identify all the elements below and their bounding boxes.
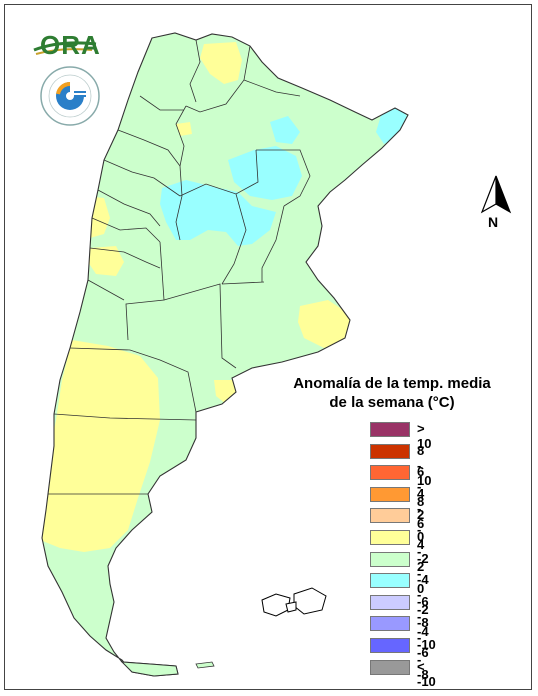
tierra-del-fuego: [120, 661, 179, 677]
legend-label: -2 - 0: [417, 550, 429, 596]
legend-swatch: [370, 573, 410, 589]
islas-malvinas: [261, 587, 327, 617]
legend-swatch: [370, 637, 410, 653]
legend-swatch: [370, 659, 410, 675]
argentina-territory: [42, 33, 408, 676]
cool-zone-formosa: [270, 116, 300, 144]
warm-zone-north-small: [176, 122, 192, 136]
legend-label: -4 - -2: [417, 572, 429, 618]
smn-seal-icon: [40, 66, 100, 126]
legend-label: > 10: [417, 421, 432, 451]
legend-label: -10 - -8: [417, 636, 436, 682]
legend-swatch: [370, 594, 410, 610]
legend-swatch: [370, 529, 410, 545]
legend-label: 4 - 6: [417, 485, 425, 531]
legend-swatch: [370, 443, 410, 459]
warm-zone-mendoza: [88, 246, 124, 276]
legend-label: 8 - 10: [417, 442, 432, 488]
legend-label: 0 - 2: [417, 528, 425, 574]
legend-swatch: [370, 616, 410, 632]
cool-zone-chaco: [228, 146, 302, 200]
legend-label: 6 - 8: [417, 464, 425, 510]
isla-de-los-estados: [195, 661, 215, 669]
country-outline: [41, 32, 409, 677]
north-label: N: [488, 214, 499, 230]
legend-swatch: [370, 465, 410, 481]
legend-swatch: [370, 551, 410, 567]
legend-swatch: [370, 422, 410, 437]
legend-label: -8 - -6: [417, 615, 429, 661]
legend-subtitle: de la semana (°C): [329, 394, 455, 411]
ora-logo-text: ORA: [40, 30, 101, 60]
warm-zone-jujuy: [200, 42, 242, 84]
warm-zone-patagonia: [42, 340, 160, 552]
legend-swatch: [370, 486, 410, 502]
legend-swatch: [370, 508, 410, 524]
cool-zone-santiago: [160, 180, 276, 246]
province-boundaries: [48, 39, 311, 495]
legend-title: Anomalía de la temp. media: [293, 375, 491, 392]
cool-zone-misiones: [376, 106, 408, 144]
ora-logo: [33, 41, 97, 55]
legend-label: 2 - 4: [417, 507, 425, 553]
legend-label: -6 - -4: [417, 593, 429, 639]
warm-zone-buenos-aires-coast: [298, 300, 352, 348]
north-arrow-icon: [480, 175, 512, 214]
legend-label: < -10: [417, 658, 436, 689]
